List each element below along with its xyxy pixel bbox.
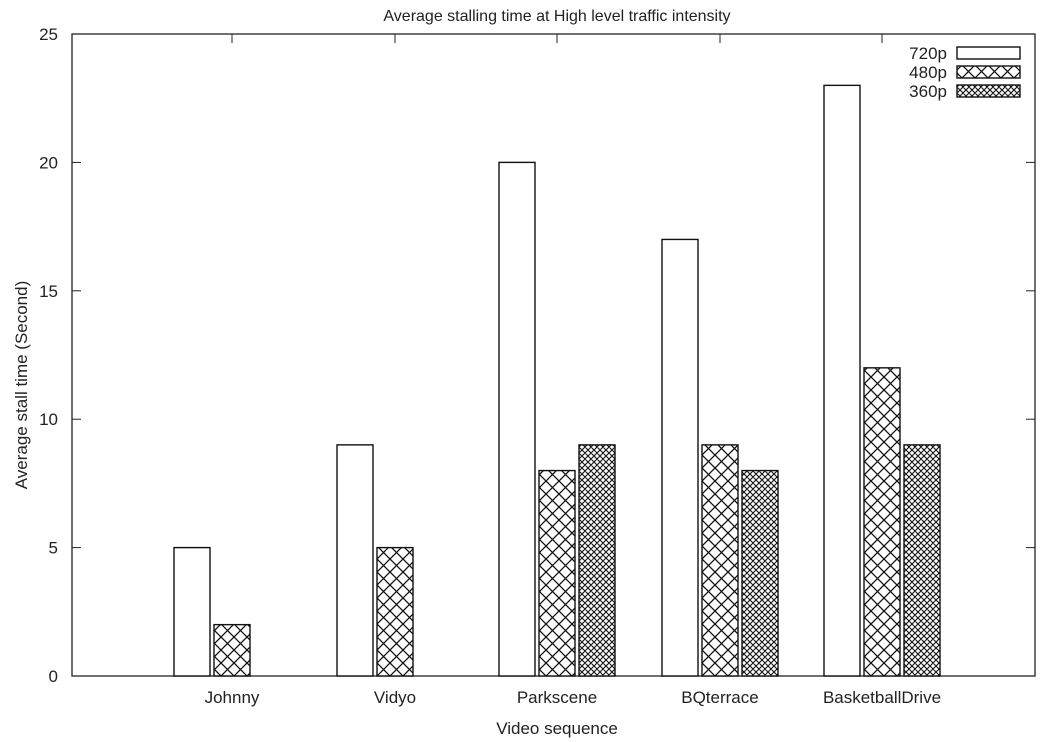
y-tick-label: 25 [39, 25, 58, 44]
y-axis-label: Average stall time (Second) [12, 281, 31, 490]
y-tick-label: 0 [49, 667, 58, 686]
bar-480p-bqterrace [701, 444, 739, 677]
bar-720p-johnny [173, 546, 211, 677]
chart-title: Average stalling time at High level traf… [383, 8, 730, 25]
bar-360p-parkscene [578, 444, 616, 677]
bar-480p-basketballdrive [863, 367, 901, 677]
x-tick-label-basketballdrive: BasketballDrive [823, 688, 941, 707]
y-axis-ticks: 0 5 10 15 20 25 [39, 25, 1035, 686]
legend-label-480p: 480p [909, 63, 947, 82]
legend-label-720p: 720p [909, 44, 947, 63]
legend-swatch-360p [956, 84, 1021, 98]
bar-720p-bqterrace [661, 238, 699, 677]
y-tick-label: 15 [39, 282, 58, 301]
legend-swatch-720p [956, 46, 1021, 60]
x-axis-label: Video sequence [496, 719, 618, 738]
x-tick-label-vidyo: Vidyo [374, 688, 416, 707]
bar-480p-vidyo [376, 546, 414, 677]
bar-360p-basketballdrive [903, 444, 941, 677]
x-axis-ticks: Johnny Vidyo Parkscene BQterrace BasketballD… [205, 34, 941, 707]
bar-series [173, 84, 941, 677]
x-tick-label-parkscene: Parkscene [517, 688, 597, 707]
bar-720p-basketballdrive [823, 84, 861, 677]
x-tick-label-johnny: Johnny [205, 688, 260, 707]
bar-480p-parkscene [538, 469, 576, 677]
bar-480p-johnny [213, 623, 251, 677]
bar-720p-parkscene [498, 161, 536, 677]
bar-720p-vidyo [336, 444, 374, 677]
y-tick-label: 20 [39, 153, 58, 172]
legend-label-360p: 360p [909, 82, 947, 101]
x-tick-label-bqterrace: BQterrace [681, 688, 758, 707]
y-tick-label: 5 [49, 539, 58, 558]
bar-360p-bqterrace [741, 469, 779, 677]
legend-swatch-480p [956, 65, 1021, 79]
y-tick-label: 10 [39, 410, 58, 429]
